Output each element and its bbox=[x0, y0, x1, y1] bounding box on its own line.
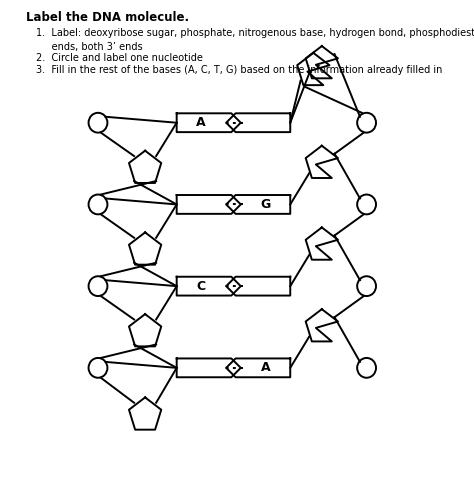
Text: 1.  Label: deoxyribose sugar, phosphate, nitrogenous base, hydrogen bond, phosph: 1. Label: deoxyribose sugar, phosphate, … bbox=[36, 28, 474, 38]
Text: Label the DNA molecule.: Label the DNA molecule. bbox=[26, 11, 189, 24]
Text: 3.  Fill in the rest of the bases (A, C, T, G) based on the information already : 3. Fill in the rest of the bases (A, C, … bbox=[36, 65, 442, 75]
Text: C: C bbox=[197, 280, 206, 293]
Text: A: A bbox=[261, 362, 271, 374]
Text: ends, both 3’ ends: ends, both 3’ ends bbox=[36, 42, 142, 52]
Text: A: A bbox=[196, 116, 206, 129]
Text: G: G bbox=[261, 198, 271, 211]
Text: 2.  Circle and label one nucleotide: 2. Circle and label one nucleotide bbox=[36, 53, 202, 63]
